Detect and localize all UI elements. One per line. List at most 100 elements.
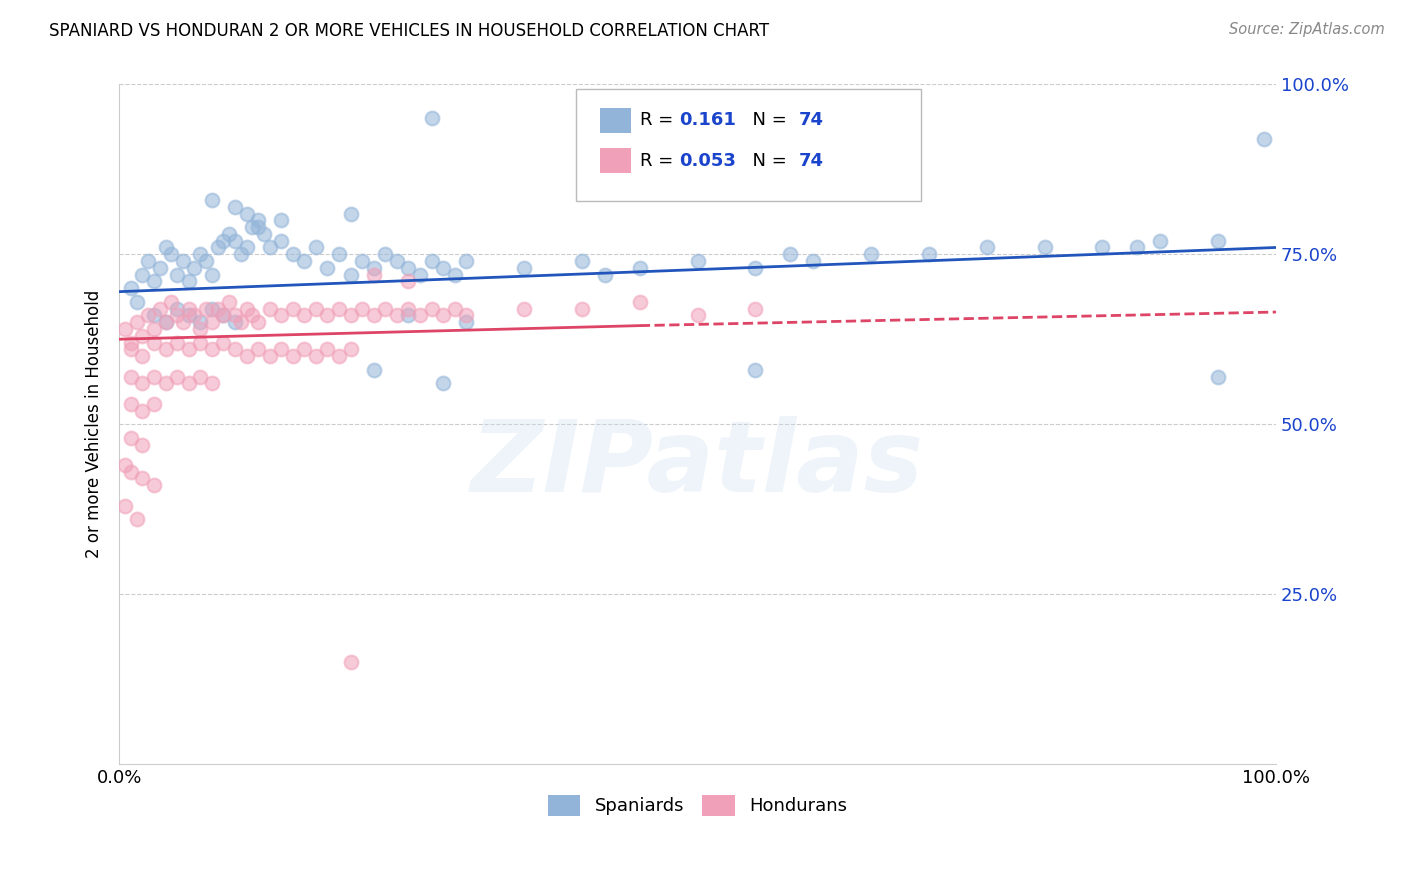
Y-axis label: 2 or more Vehicles in Household: 2 or more Vehicles in Household [86,290,103,558]
Point [201,268,224,282]
Point [212,309,235,323]
Point [398,260,420,275]
Point [1206,234,1229,248]
Point [593,268,616,282]
Point [131,437,153,451]
Point [120,335,142,350]
Point [779,247,801,261]
Point [131,403,153,417]
Point [235,301,257,316]
Point [443,301,465,316]
Point [125,294,148,309]
Point [240,309,263,323]
Point [339,343,361,357]
Point [316,309,339,323]
Text: R =: R = [640,112,679,129]
Point [235,349,257,363]
Point [270,343,292,357]
Point [1206,369,1229,384]
Point [328,349,350,363]
Point [155,240,177,254]
Point [195,254,218,268]
Point [259,240,281,254]
Point [143,478,166,492]
Point [259,349,281,363]
Point [270,234,292,248]
Point [224,234,246,248]
Point [166,268,188,282]
Point [235,240,257,254]
Point [229,247,252,261]
Point [143,322,166,336]
Point [328,247,350,261]
Point [201,376,224,391]
Point [443,268,465,282]
Point [188,315,211,329]
Point [259,301,281,316]
Point [224,315,246,329]
Point [398,301,420,316]
Text: 0.161: 0.161 [679,112,735,129]
Point [155,315,177,329]
Point [166,301,188,316]
Point [131,328,153,343]
Point [188,247,211,261]
Point [131,349,153,363]
Point [131,376,153,391]
Point [218,227,240,241]
Point [207,240,229,254]
Point [571,254,593,268]
Point [456,315,478,329]
Point [292,343,315,357]
Point [247,315,270,329]
Point [513,260,536,275]
Point [143,275,166,289]
Point [420,112,443,126]
Point [432,309,454,323]
Point [120,369,142,384]
Point [143,335,166,350]
Point [409,268,432,282]
Point [456,254,478,268]
Point [316,260,339,275]
Point [801,254,824,268]
Point [363,268,385,282]
Point [201,315,224,329]
Text: SPANIARD VS HONDURAN 2 OR MORE VEHICLES IN HOUSEHOLD CORRELATION CHART: SPANIARD VS HONDURAN 2 OR MORE VEHICLES … [49,22,769,40]
Text: 0.053: 0.053 [679,152,735,169]
Point [143,397,166,411]
Point [513,301,536,316]
Point [188,369,211,384]
Point [224,309,246,323]
Point [292,254,315,268]
Point [247,343,270,357]
Point [166,369,188,384]
Point [398,309,420,323]
Point [305,240,328,254]
Point [143,309,166,323]
Point [456,309,478,323]
Point [1149,234,1171,248]
Point [1091,240,1114,254]
Point [224,343,246,357]
Point [860,247,883,261]
Point [160,294,183,309]
Point [120,343,142,357]
Point [201,193,224,207]
Point [292,309,315,323]
Point [363,260,385,275]
Point [628,260,651,275]
Point [352,301,374,316]
Text: R =: R = [640,152,679,169]
Point [1126,240,1149,254]
Point [207,301,229,316]
Point [125,512,148,526]
Point [270,213,292,227]
Point [363,363,385,377]
Point [136,309,159,323]
Point [212,234,235,248]
Point [976,240,998,254]
Point [212,309,235,323]
Point [155,376,177,391]
Point [270,309,292,323]
